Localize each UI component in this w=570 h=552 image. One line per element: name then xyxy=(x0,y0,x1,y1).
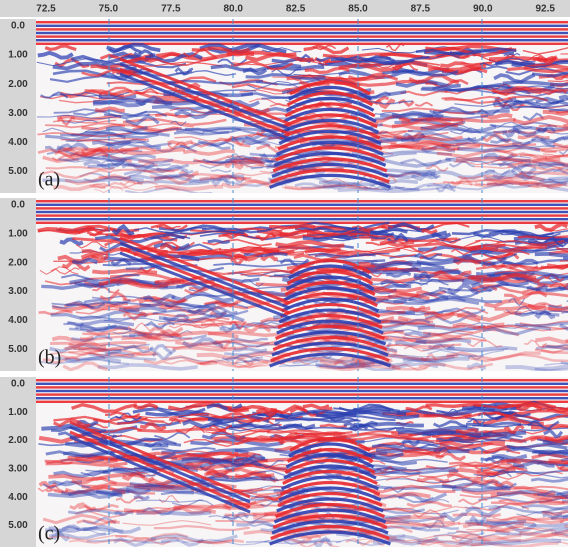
surface-band xyxy=(36,397,568,399)
y-tick-label: 5.00 xyxy=(8,166,28,177)
panel: 0.0 1.00 2.00 3.00 4.00 5.00 (c) xyxy=(0,377,570,547)
surface-band xyxy=(36,200,568,202)
surface-band xyxy=(36,401,568,403)
x-tick-label: 90.0 xyxy=(473,4,493,15)
surface-band xyxy=(36,379,568,381)
reflection xyxy=(208,241,230,243)
reflection xyxy=(372,445,404,447)
y-tick-label: 5.00 xyxy=(8,344,28,355)
surface-band xyxy=(36,218,568,220)
surface-band xyxy=(36,383,568,385)
y-tick-label: 3.00 xyxy=(8,286,28,297)
x-tick-label: 85.0 xyxy=(348,4,368,15)
surface-band xyxy=(36,214,568,216)
y-tick-label: 0.0 xyxy=(11,21,25,32)
x-tick-label: 92.5 xyxy=(535,4,555,15)
x-tick-label: 82.5 xyxy=(286,4,306,15)
surface-band xyxy=(36,28,568,30)
y-tick-label: 3.00 xyxy=(8,108,28,119)
reflection xyxy=(349,170,436,172)
y-tick-label: 2.00 xyxy=(8,435,28,446)
surface-band xyxy=(36,32,568,34)
y-tick-label: 1.00 xyxy=(8,50,28,61)
surface-band xyxy=(36,204,568,206)
x-tick-label: 80.0 xyxy=(223,4,243,15)
surface-band xyxy=(36,25,568,27)
y-tick-label: 2.00 xyxy=(8,257,28,268)
surface-band xyxy=(36,386,568,388)
panel-label: (a) xyxy=(38,169,60,191)
y-tick-label: 0.0 xyxy=(11,379,25,390)
y-tick-label: 4.00 xyxy=(8,315,28,326)
surface-band xyxy=(36,35,568,37)
surface-band xyxy=(36,207,568,209)
reflection xyxy=(456,430,478,432)
surface-band xyxy=(36,222,568,224)
y-tick-label: 0.0 xyxy=(11,200,25,211)
surface-band xyxy=(36,43,568,45)
reflection xyxy=(303,405,329,408)
y-tick-label: 3.00 xyxy=(8,464,28,475)
panel-label: (c) xyxy=(38,523,60,545)
y-tick-label: 1.00 xyxy=(8,407,28,418)
x-tick-label: 87.5 xyxy=(411,4,431,15)
reflection xyxy=(416,340,472,343)
y-tick-label: 4.00 xyxy=(8,137,28,148)
panel: 0.0 1.00 2.00 3.00 4.00 5.00 (a) xyxy=(0,19,570,194)
reflection xyxy=(354,424,424,426)
y-tick-label: 4.00 xyxy=(8,492,28,503)
y-tick-label: 2.00 xyxy=(8,79,28,90)
reflection xyxy=(134,497,149,499)
reflection xyxy=(353,408,390,410)
x-tick-label: 72.5 xyxy=(36,4,56,15)
surface-band xyxy=(36,39,568,41)
panel-label: (b) xyxy=(38,347,61,369)
y-tick-label: 1.00 xyxy=(8,229,28,240)
panel: 0.0 1.00 2.00 3.00 4.00 5.00 (b) xyxy=(0,198,570,371)
x-tick-label: 77.5 xyxy=(161,4,181,15)
surface-band xyxy=(36,390,568,392)
surface-band xyxy=(36,211,568,213)
surface-band xyxy=(36,393,568,395)
y-tick-label: 5.00 xyxy=(8,520,28,531)
surface-band xyxy=(36,21,568,23)
x-tick-label: 75.0 xyxy=(99,4,119,15)
